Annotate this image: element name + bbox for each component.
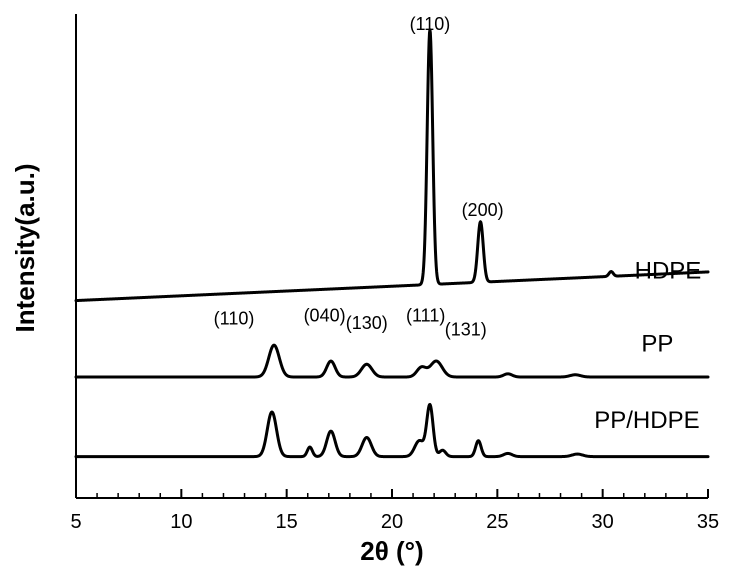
series-line-1 [74, 343, 710, 379]
y-axis-title: Intensity(a.u.) [10, 163, 40, 332]
axes: 5 10 15 20 25 30 35 [70, 14, 719, 533]
peak-annotation: (110) [410, 14, 451, 34]
x-tick-label: 20 [381, 511, 403, 533]
peak-annotation: (111) [406, 305, 445, 325]
x-tick-label: 15 [276, 511, 298, 533]
series-label: PP [641, 331, 673, 358]
peak-annotation: (040) [304, 305, 346, 325]
x-tick-label: 10 [170, 511, 192, 533]
x-tick-label: 25 [486, 511, 508, 533]
label-group: HDPE PP PP/HDPE (110) (200) (110) (040) (130) (1… [214, 14, 702, 434]
x-axis-title: 2θ (°) [360, 536, 423, 566]
series-label: PP/HDPE [594, 407, 699, 434]
x-tick-label: 5 [70, 511, 81, 533]
peak-annotation: (131) [445, 320, 487, 340]
peak-annotation: (200) [462, 200, 504, 220]
x-tick-label: 35 [697, 511, 719, 533]
peak-annotation: (110) [214, 308, 255, 328]
series-line-2 [74, 402, 710, 459]
peak-annotation: (130) [346, 313, 388, 333]
series-label: HDPE [635, 257, 702, 284]
trace-group [74, 28, 710, 459]
series-line-0 [74, 28, 710, 303]
x-tick-label: 30 [592, 511, 614, 533]
